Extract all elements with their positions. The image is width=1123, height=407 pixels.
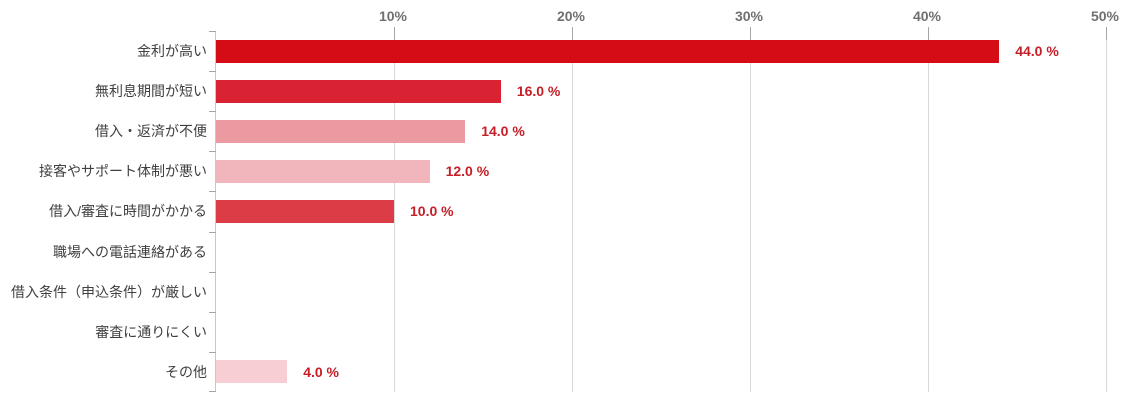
value-label: 16.0 %	[516, 83, 561, 100]
bar-row: 12.0 %	[216, 151, 1106, 191]
bar-row: 14.0 %	[216, 111, 1106, 151]
value-label: 10.0 %	[410, 203, 454, 220]
axis-tick-mark	[209, 311, 216, 313]
x-axis-tick-label: 30%	[734, 8, 764, 24]
category-label: 借入・返済が不便	[95, 123, 207, 140]
bar	[216, 159, 430, 183]
gridline	[750, 31, 751, 392]
axis-tick-mark	[209, 71, 216, 73]
plot-area: 44.0 % 16.0 % 14.0 % 12.0 % 10.0 %	[209, 27, 1107, 392]
bar	[216, 199, 394, 223]
axis-tick-mark	[928, 27, 929, 40]
bar	[216, 79, 501, 103]
category-label: その他	[165, 363, 207, 380]
axis-tick-mark	[209, 191, 216, 193]
axis-tick-mark	[209, 31, 216, 32]
category-axis: 金利が高い 無利息期間が短い 借入・返済が不便 接客やサポート体制が悪い 借入/…	[0, 31, 207, 392]
bar	[216, 39, 1000, 63]
category-label: 金利が高い	[137, 43, 207, 60]
value-label: 4.0 %	[303, 363, 339, 380]
bar-row: 44.0 %	[216, 31, 1106, 71]
axis-tick-mark	[209, 231, 216, 233]
category-label: 無利息期間が短い	[95, 83, 207, 100]
x-axis-tick-label: 20%	[556, 8, 586, 24]
category-label: 借入/審査に時間がかかる	[49, 203, 207, 220]
axis-tick-mark	[209, 151, 216, 153]
bar-row: 10.0 %	[216, 191, 1106, 231]
gridline	[1106, 31, 1107, 392]
gridline	[394, 31, 395, 392]
axis-tick-mark	[1106, 27, 1107, 40]
axis-tick-mark	[394, 27, 395, 40]
bar	[216, 119, 466, 143]
gridline	[928, 31, 929, 392]
value-label: 44.0 %	[1015, 43, 1059, 60]
x-axis: 10% 20% 30% 40% 50%	[215, 8, 1119, 28]
axis-tick-mark	[209, 351, 216, 353]
value-label: 12.0 %	[445, 163, 490, 180]
axis-tick-mark	[209, 111, 216, 113]
bar	[216, 360, 288, 384]
axis-tick-mark	[209, 391, 216, 392]
x-axis-tick-label: 50%	[1090, 8, 1120, 24]
x-axis-tick-label: 10%	[378, 8, 408, 24]
axis-tick-mark	[209, 271, 216, 273]
value-label: 14.0 %	[481, 123, 525, 140]
category-label: 審査に通りにくい	[95, 323, 207, 340]
category-label: 職場への電話連絡がある	[53, 243, 207, 260]
bar-row: 16.0 %	[216, 71, 1106, 111]
axis-tick-mark	[572, 27, 573, 40]
bar-row	[216, 232, 1106, 272]
x-axis-tick-label: 40%	[912, 8, 942, 24]
axis-tick-mark	[750, 27, 751, 40]
category-label: 接客やサポート体制が悪い	[39, 163, 207, 180]
bar-row: 4.0 %	[216, 352, 1106, 392]
bar-row	[216, 312, 1106, 352]
bar-row	[216, 272, 1106, 312]
category-label: 借入条件（申込条件）が厳しい	[11, 283, 207, 300]
gridline	[572, 31, 573, 392]
bar-rows: 44.0 % 16.0 % 14.0 % 12.0 % 10.0 %	[216, 31, 1106, 392]
